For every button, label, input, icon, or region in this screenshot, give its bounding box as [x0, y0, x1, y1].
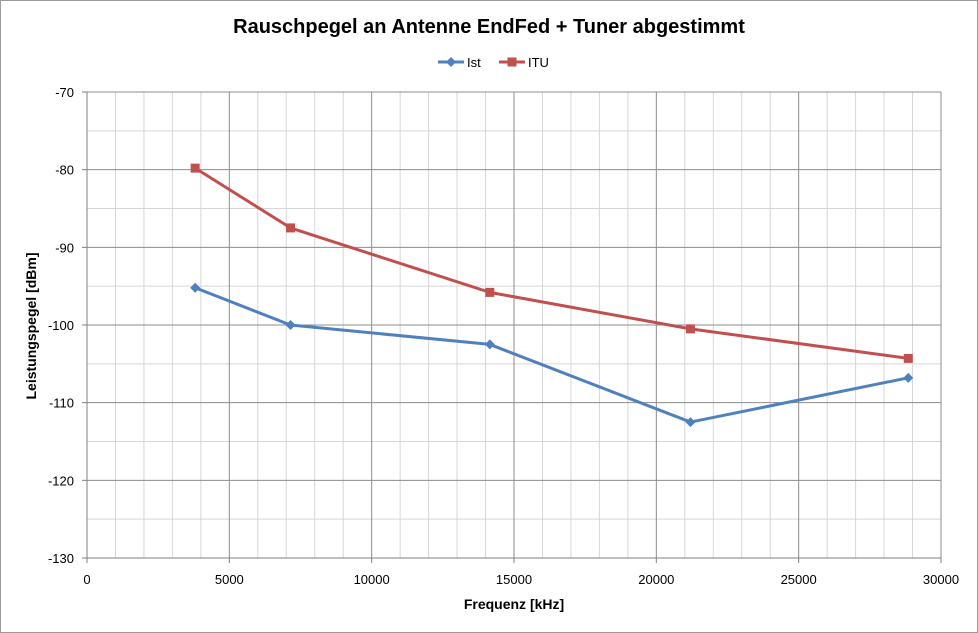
legend-marker-itu: [507, 57, 517, 67]
y-axis-title: Leistungspegel [dBm]: [23, 252, 39, 399]
y-tick-label: -130: [48, 551, 74, 566]
data-point-ist: [190, 282, 201, 293]
data-point-itu: [286, 223, 296, 233]
data-point-itu: [190, 163, 200, 173]
legend: Ist ITU: [438, 55, 549, 70]
y-tick-label: -90: [55, 240, 74, 255]
major-grid: [87, 91, 942, 558]
y-tick-label: -70: [55, 85, 74, 100]
y-tick-label: -120: [48, 473, 74, 488]
x-tick-label: 25000: [781, 572, 817, 587]
chart-title: Rauschpegel an Antenne EndFed + Tuner ab…: [233, 16, 745, 38]
x-tick-label: 15000: [496, 572, 532, 587]
series-line-itu: [194, 166, 909, 360]
series-line-ist: [194, 286, 909, 424]
data-point-ist: [685, 417, 696, 428]
axes: [82, 91, 942, 563]
y-tick-label: -100: [48, 318, 74, 333]
legend-label-ist: Ist: [467, 55, 481, 70]
data-point-itu: [685, 324, 695, 334]
y-tick-labels: -70 -80 -90 -100 -110 -120 -130: [48, 85, 74, 566]
data-point-itu: [485, 287, 495, 297]
data-point-itu: [903, 353, 913, 363]
legend-label-itu: ITU: [528, 55, 549, 70]
x-tick-label: 30000: [923, 572, 959, 587]
data-point-ist: [903, 372, 914, 383]
x-tick-label: 10000: [354, 572, 390, 587]
x-tick-label: 0: [83, 572, 90, 587]
series-ist: [190, 282, 914, 428]
series-layer: [190, 163, 914, 428]
y-tick-label: -80: [55, 163, 74, 178]
legend-item-ist: Ist: [438, 55, 481, 70]
x-tick-labels: 0 5000 10000 15000 20000 25000 30000: [83, 572, 959, 587]
series-itu: [190, 163, 913, 363]
data-point-ist: [285, 320, 296, 330]
legend-marker-ist: [446, 57, 456, 67]
x-axis-title: Frequenz [kHz]: [464, 596, 564, 612]
legend-item-itu: ITU: [499, 55, 549, 70]
x-tick-label: 20000: [638, 572, 674, 587]
x-tick-label: 5000: [215, 572, 244, 587]
data-point-ist: [484, 339, 495, 350]
y-tick-label: -110: [49, 396, 74, 411]
